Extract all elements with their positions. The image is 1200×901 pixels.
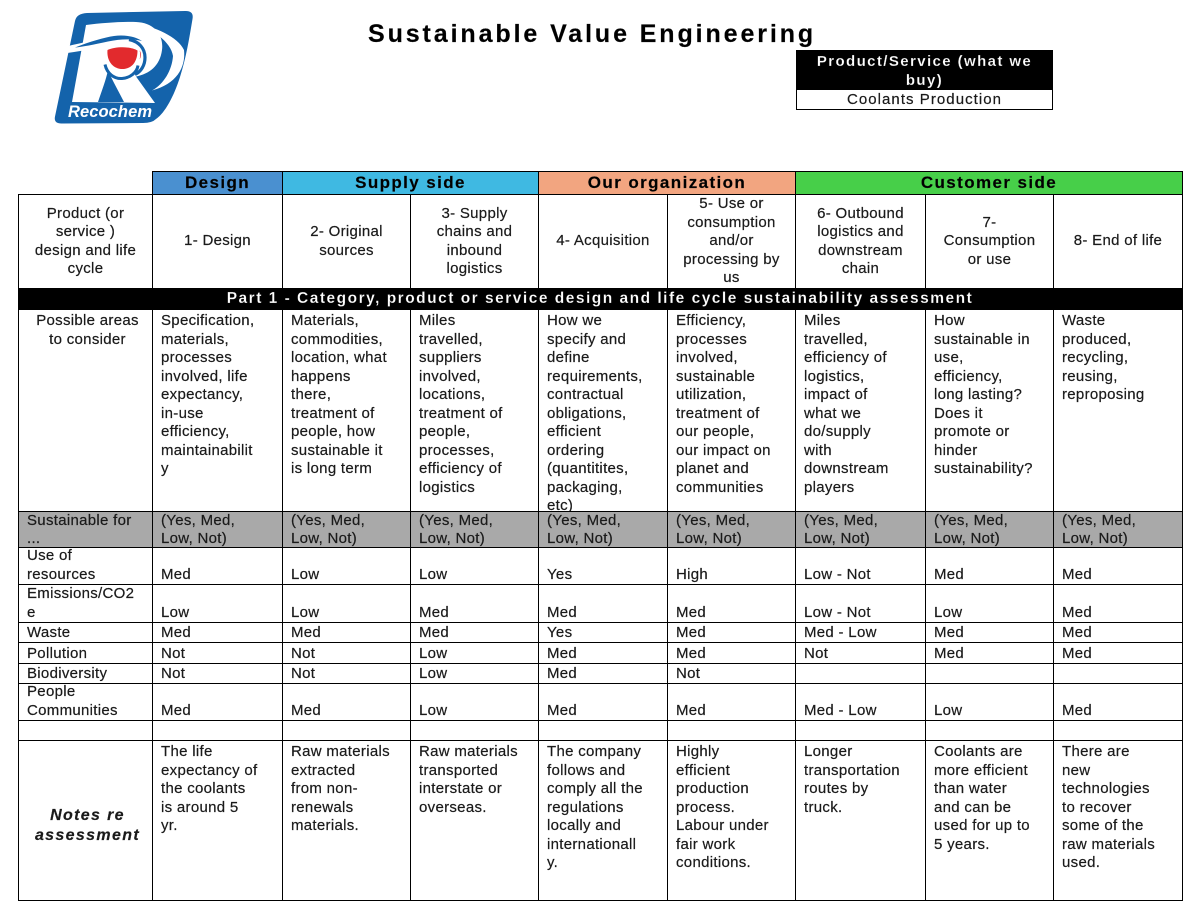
svg-text:Recochem: Recochem [68,103,152,121]
